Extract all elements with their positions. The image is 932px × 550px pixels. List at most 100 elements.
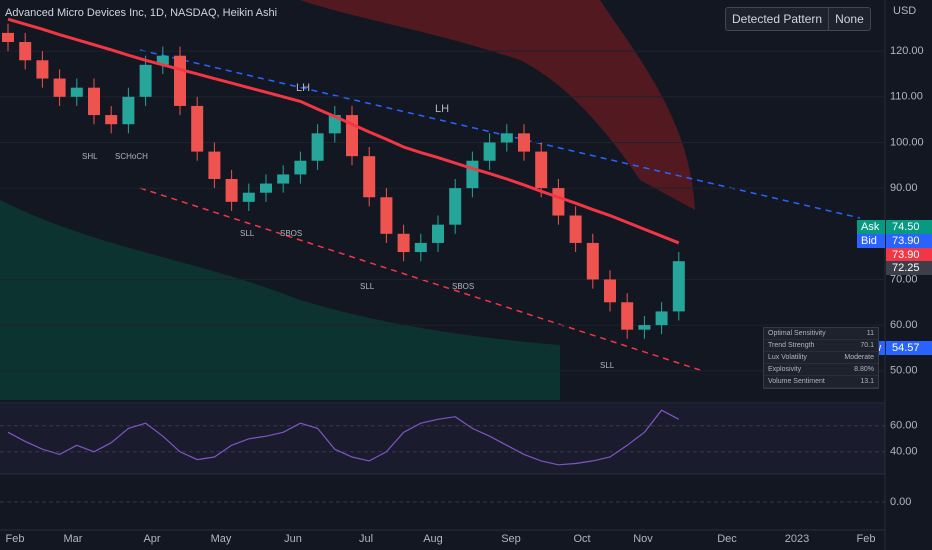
candle-body <box>242 192 255 202</box>
candle-body <box>432 224 444 243</box>
candle-body <box>483 142 496 161</box>
candle-body <box>70 87 83 97</box>
badge-bg <box>886 261 932 275</box>
candle-body <box>604 279 616 303</box>
candle-body <box>363 156 376 198</box>
candle-body <box>672 261 685 312</box>
x-tick-label: Jul <box>359 533 373 545</box>
x-tick-label: Nov <box>633 533 653 545</box>
candle-body <box>552 188 565 216</box>
x-tick-label: Oct <box>573 533 590 545</box>
info-label: Volume Sentiment <box>768 378 825 385</box>
info-value: 11 <box>866 330 874 337</box>
chart-title: Advanced Micro Devices Inc, 1D, NASDAQ, … <box>5 7 277 19</box>
annotation: SBOS <box>452 282 474 291</box>
y-tick-label: 100.00 <box>890 136 924 148</box>
badge-value: 72.25 <box>892 262 920 274</box>
candle-body <box>414 242 427 253</box>
candle-body <box>208 151 221 179</box>
candle-body <box>260 183 272 193</box>
info-value: 8.80% <box>854 366 874 373</box>
badge-value: 54.57 <box>892 342 920 354</box>
annotation: SHL <box>82 152 98 161</box>
candle-body <box>36 60 49 79</box>
y-tick-label: 110.00 <box>890 91 923 103</box>
candle-body <box>466 160 479 189</box>
info-label: Lux Volatility <box>768 354 807 361</box>
x-tick-label: Mar <box>64 533 83 545</box>
candle-body <box>500 133 513 143</box>
x-tick-label: Dec <box>717 533 737 545</box>
badge-name-bg <box>857 234 885 248</box>
badge-bg <box>886 248 932 262</box>
candle-body <box>139 64 152 97</box>
x-tick-label: Sep <box>501 533 521 545</box>
annotation: SLL <box>600 361 615 370</box>
candle-body <box>535 151 548 189</box>
button-value: None <box>828 8 870 30</box>
y-tick-label: 70.00 <box>890 273 918 285</box>
candle-body <box>277 174 290 184</box>
info-label: Trend Strength <box>768 342 815 349</box>
resistance-cloud <box>300 0 695 210</box>
x-tick-label: Jun <box>284 533 302 545</box>
annotation: LH <box>296 82 310 94</box>
info-value: 13.1 <box>860 378 874 385</box>
macd-tick-label: 0.00 <box>890 496 911 508</box>
badge-name: Bid <box>861 235 877 247</box>
candle-body <box>569 215 582 243</box>
info-label: Explosivity <box>768 366 802 373</box>
annotation: SBOS <box>280 229 302 238</box>
rsi-tick-label: 40.00 <box>890 446 918 458</box>
currency: USD <box>893 5 916 17</box>
annotation: SLL <box>240 229 255 238</box>
button-label: Detected Pattern <box>732 12 823 26</box>
moving-average <box>7 17 680 245</box>
info-row: Optimal Sensitivity 11 <box>764 328 878 340</box>
candle-body <box>191 105 204 152</box>
info-value: 70.1 <box>860 342 874 349</box>
y-tick-label: 50.00 <box>890 365 918 377</box>
candle-body <box>2 32 14 43</box>
candle-body <box>397 233 410 253</box>
badge-bg <box>886 341 932 355</box>
candle-body <box>621 302 634 330</box>
rsi-tick-label: 60.00 <box>890 420 918 432</box>
rsi-line <box>7 409 680 466</box>
y-tick-label: 120.00 <box>890 45 924 57</box>
badge-value: 73.90 <box>892 249 920 261</box>
info-value: Moderate <box>844 354 874 361</box>
x-tick-label: Feb <box>857 533 876 545</box>
x-tick-label: Aug <box>423 533 443 545</box>
candle-body <box>19 42 32 61</box>
candle-body <box>88 87 100 116</box>
candle-body <box>294 160 307 175</box>
rsi-band <box>0 404 885 474</box>
candle-body <box>449 188 462 225</box>
candle-body <box>156 55 169 65</box>
info-row: Volume Sentiment 13.1 <box>764 376 878 388</box>
badge-name-bg <box>857 220 885 234</box>
x-tick-label: Apr <box>143 533 160 545</box>
annotation: SCHoCH <box>115 152 148 161</box>
info-row: Lux Volatility Moderate <box>764 352 878 364</box>
candle-body <box>311 133 324 161</box>
trend-line <box>139 49 861 219</box>
x-tick-label: 2023 <box>785 533 809 545</box>
badge-value: 74.50 <box>892 221 920 233</box>
info-table: Optimal Sensitivity 11 Trend Strength 70.1 L… <box>763 327 879 389</box>
badge-name: Ask <box>861 221 880 233</box>
candle-body <box>53 78 66 97</box>
badge-bg <box>886 220 932 234</box>
badge-value: 73.90 <box>892 235 920 247</box>
candle-body <box>328 115 341 134</box>
info-row: Trend Strength 70.1 <box>764 340 878 352</box>
candle-body <box>380 197 393 234</box>
candle-body <box>518 133 530 152</box>
badge-bg <box>886 234 932 248</box>
y-tick-label: 90.00 <box>890 182 918 194</box>
pattern-button[interactable]: Detected Pattern None <box>725 7 871 31</box>
candle-body <box>105 115 118 125</box>
annotation: SLL <box>360 282 375 291</box>
